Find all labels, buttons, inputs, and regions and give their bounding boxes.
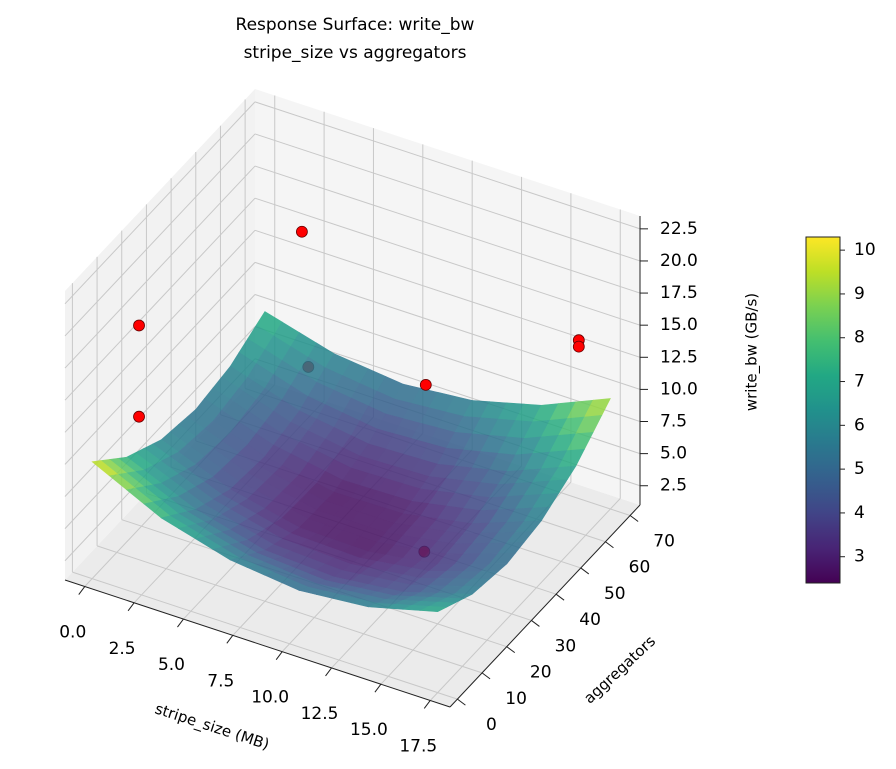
grid-line bbox=[64, 262, 256, 465]
y-axis-label: aggregators bbox=[580, 632, 659, 707]
y-tick bbox=[555, 593, 565, 601]
axis-line bbox=[64, 579, 451, 708]
z-tick-label: 15.0 bbox=[660, 315, 698, 335]
z-tick-label: 20.0 bbox=[660, 251, 698, 271]
y-tick bbox=[629, 515, 639, 522]
grid-line bbox=[64, 197, 256, 401]
axis-line bbox=[449, 504, 641, 708]
grid-line bbox=[64, 229, 256, 433]
x-tick-label: 17.5 bbox=[399, 736, 437, 756]
scatter-point bbox=[419, 378, 432, 391]
scatter-point bbox=[572, 340, 585, 353]
grid-line bbox=[64, 165, 256, 369]
grid-line bbox=[254, 294, 641, 422]
z-tick-label: 7.5 bbox=[660, 412, 687, 432]
x-tick-label: 15.0 bbox=[350, 720, 388, 740]
x-tick bbox=[275, 651, 283, 660]
chart-title: stripe_size vs aggregators bbox=[244, 43, 467, 63]
x-tick bbox=[226, 635, 234, 644]
grid-line bbox=[254, 165, 641, 294]
y-tick bbox=[531, 620, 540, 627]
x-tick bbox=[374, 683, 382, 693]
side-pane bbox=[65, 89, 255, 580]
x-tick-label: 10.0 bbox=[251, 688, 289, 708]
grid-line bbox=[96, 545, 483, 674]
y-tick-label: 10 bbox=[505, 689, 527, 709]
colorbar-tick-label: 4 bbox=[854, 503, 865, 523]
colorbar-tick-label: 5 bbox=[854, 459, 865, 479]
x-tick bbox=[325, 667, 332, 677]
x-tick bbox=[423, 700, 431, 709]
chart-title: Response Surface: write_bw bbox=[236, 15, 475, 35]
y-tick bbox=[457, 698, 466, 706]
x-tick-label: 12.5 bbox=[301, 704, 339, 724]
x-tick-label: 0.0 bbox=[59, 623, 86, 643]
scatter-point bbox=[295, 225, 308, 238]
y-tick-label: 50 bbox=[604, 584, 626, 604]
grid-line bbox=[64, 101, 256, 305]
x-tick bbox=[177, 618, 184, 628]
z-tick-label: 10.0 bbox=[660, 379, 698, 399]
y-tick-label: 30 bbox=[555, 636, 577, 656]
x-tick bbox=[127, 602, 135, 612]
z-tick-label: 5.0 bbox=[660, 444, 687, 464]
surface-patch bbox=[419, 605, 448, 613]
grid-line bbox=[64, 133, 256, 337]
x-axis-label: stripe_size (MB) bbox=[152, 700, 271, 755]
x-tick-label: 7.5 bbox=[207, 671, 234, 691]
z-tick-label: 12.5 bbox=[660, 347, 698, 367]
colorbar-tick-label: 3 bbox=[854, 547, 865, 567]
y-tick bbox=[481, 672, 491, 680]
grid-line bbox=[254, 101, 641, 230]
y-tick bbox=[605, 541, 614, 549]
colorbar-tick-label: 10 bbox=[854, 240, 876, 260]
y-tick-label: 40 bbox=[579, 610, 601, 630]
y-tick bbox=[580, 567, 590, 575]
y-tick-label: 0 bbox=[486, 715, 497, 735]
colorbar-tick-label: 6 bbox=[854, 415, 865, 435]
colorbar-tick-label: 8 bbox=[854, 328, 865, 348]
y-tick-label: 70 bbox=[653, 531, 675, 551]
grid-line bbox=[64, 326, 256, 529]
grid-line bbox=[429, 498, 621, 701]
grid-line bbox=[72, 571, 458, 700]
colorbar-tick-label: 7 bbox=[854, 372, 865, 392]
x-tick-label: 5.0 bbox=[158, 655, 185, 675]
x-tick-label: 2.5 bbox=[109, 639, 136, 659]
colorbar bbox=[805, 236, 841, 584]
scatter-point bbox=[133, 319, 145, 332]
z-axis-label: write_bw (GB/s) bbox=[743, 293, 762, 411]
grid-line bbox=[254, 197, 641, 326]
z-tick-label: 17.5 bbox=[660, 283, 698, 303]
y-tick-label: 20 bbox=[530, 663, 552, 683]
z-tick-label: 2.5 bbox=[660, 476, 687, 496]
grid-line bbox=[254, 133, 641, 262]
colorbar-tick-label: 9 bbox=[854, 284, 865, 304]
z-tick-label: 22.5 bbox=[660, 219, 698, 239]
surface bbox=[91, 311, 611, 613]
y-tick-label: 60 bbox=[629, 558, 651, 578]
grid-line bbox=[254, 261, 641, 390]
x-tick bbox=[78, 586, 86, 595]
scatter-point bbox=[133, 410, 145, 423]
y-tick bbox=[506, 646, 516, 654]
